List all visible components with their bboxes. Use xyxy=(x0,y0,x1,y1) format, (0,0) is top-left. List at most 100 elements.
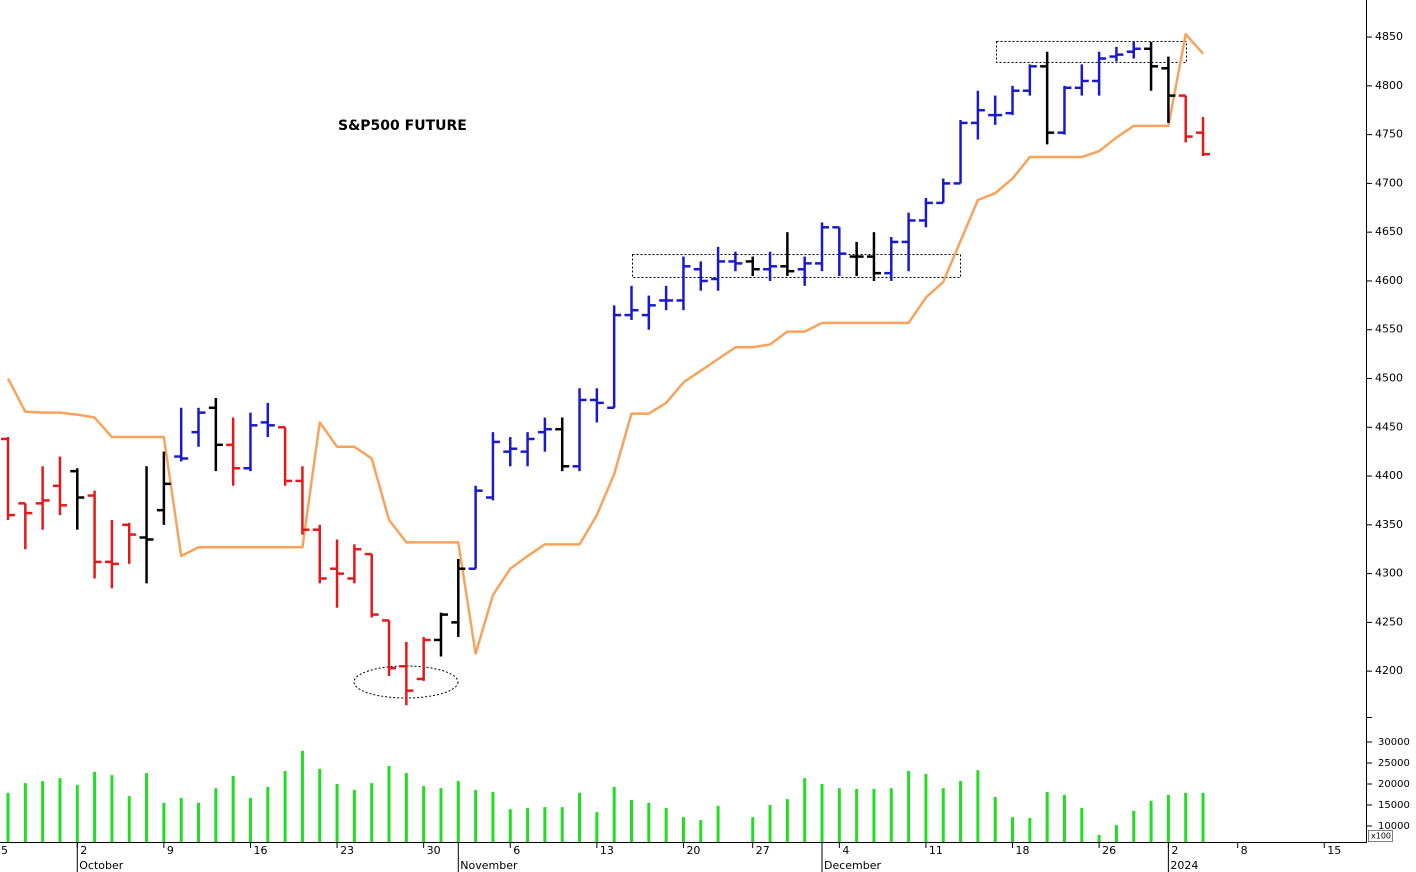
volume-bar xyxy=(924,773,928,842)
x-tick-label: 26 xyxy=(1102,844,1116,857)
volume-bar xyxy=(318,768,322,842)
volume-bar xyxy=(145,773,149,842)
x-tick-label: 6 xyxy=(513,844,520,857)
volume-bar xyxy=(595,812,599,842)
volume-bar xyxy=(976,770,980,842)
volume-bar xyxy=(491,791,495,842)
volume-bar xyxy=(248,797,252,842)
volume-bar xyxy=(1011,817,1015,842)
volume-bar xyxy=(526,807,530,842)
y-tick-label: 4350 xyxy=(1375,518,1403,531)
volume-bar xyxy=(785,799,789,842)
volume-bar xyxy=(6,792,10,842)
volume-bar xyxy=(872,789,876,842)
x-tick-label: 9 xyxy=(167,844,174,857)
volume-bar xyxy=(647,802,651,842)
volume-bar xyxy=(1166,794,1170,842)
volume-bar xyxy=(1149,800,1153,842)
x-tick-label: 16 xyxy=(253,844,267,857)
x-tick-label: 2 xyxy=(1171,844,1178,857)
y-tick-label: 4400 xyxy=(1375,469,1403,482)
volume-bar xyxy=(1062,794,1066,842)
y-tick-label: 4550 xyxy=(1375,323,1403,336)
stop-line xyxy=(6,32,1204,655)
y-tick-label: 4750 xyxy=(1375,128,1403,141)
volume-bar xyxy=(266,786,270,842)
volume-bar xyxy=(578,792,582,842)
volume-bar xyxy=(1184,792,1188,842)
volume-bar xyxy=(1132,810,1136,842)
month-label: November xyxy=(460,859,518,872)
volume-bar xyxy=(889,788,893,842)
volume-tick-label: 25000 xyxy=(1378,758,1410,769)
month-label: December xyxy=(824,859,882,872)
x-tick-label: 5 xyxy=(1,844,8,857)
volume-bar xyxy=(629,799,633,842)
x-tick-label: 11 xyxy=(929,844,943,857)
x-tick-label: 30 xyxy=(427,844,441,857)
volume-bar xyxy=(820,784,824,842)
x-tick-label: 8 xyxy=(1241,844,1248,857)
range-box xyxy=(996,41,1187,63)
volume-tick-label: 20000 xyxy=(1378,779,1410,790)
range-box xyxy=(632,254,961,278)
y-tick-label: 4700 xyxy=(1375,176,1403,189)
volume-bar xyxy=(1201,792,1205,842)
volume-bar xyxy=(404,773,408,842)
y-tick-label: 4300 xyxy=(1375,567,1403,580)
volume-bar xyxy=(422,786,426,842)
volume-bar xyxy=(93,771,97,842)
volume-bar xyxy=(41,781,45,842)
y-tick-label: 4250 xyxy=(1375,615,1403,628)
volume-bar xyxy=(803,778,807,842)
x-tick-label: 23 xyxy=(340,844,354,857)
y-tick-label: 4500 xyxy=(1375,371,1403,384)
volume-bar xyxy=(300,750,304,842)
volume-tick-label: 10000 xyxy=(1378,821,1410,832)
volume-bar xyxy=(231,776,235,842)
y-tick-label: 4200 xyxy=(1375,664,1403,677)
volume-bar xyxy=(855,789,859,842)
volume-bar xyxy=(387,765,391,842)
x-tick-label: 2 xyxy=(80,844,87,857)
volume-bar xyxy=(543,807,547,842)
volume-bar xyxy=(699,820,703,842)
x-tick-label: 18 xyxy=(1016,844,1030,857)
volume-bar xyxy=(1028,818,1032,842)
volume-bar xyxy=(23,783,27,842)
month-label: October xyxy=(79,859,123,872)
volume-bar xyxy=(335,784,339,842)
volume-bar xyxy=(664,807,668,842)
volume-bar xyxy=(508,809,512,842)
volume-bar xyxy=(474,789,478,842)
volume-bar xyxy=(1045,791,1049,842)
volume-bar xyxy=(1097,834,1101,842)
volume-bar xyxy=(768,805,772,842)
volume-bar xyxy=(612,786,616,842)
x-tick-label: 13 xyxy=(600,844,614,857)
volume-bar xyxy=(907,770,911,842)
volume-bar xyxy=(941,788,945,842)
chart-title: S&P500 FUTURE xyxy=(338,118,467,134)
volume-bar xyxy=(370,783,374,842)
volume-bar xyxy=(716,805,720,842)
volume-bar xyxy=(560,807,564,842)
volume-bar xyxy=(837,788,841,842)
volume-tick-label: 30000 xyxy=(1378,737,1410,748)
volume-bar xyxy=(959,781,963,842)
volume-bar xyxy=(179,797,183,842)
volume-bar xyxy=(751,817,755,842)
x-tick-label: 27 xyxy=(756,844,770,857)
volume-bar xyxy=(214,788,218,842)
y-tick-label: 4450 xyxy=(1375,420,1403,433)
y-tick-label: 4600 xyxy=(1375,274,1403,287)
volume-bar xyxy=(197,802,201,842)
volume-unit-label: x100 xyxy=(1371,832,1391,841)
volume-bar xyxy=(456,781,460,842)
volume-bar xyxy=(681,817,685,842)
y-tick-label: 4850 xyxy=(1375,30,1403,43)
unit-box xyxy=(1368,830,1393,842)
volume-bar xyxy=(283,770,287,842)
